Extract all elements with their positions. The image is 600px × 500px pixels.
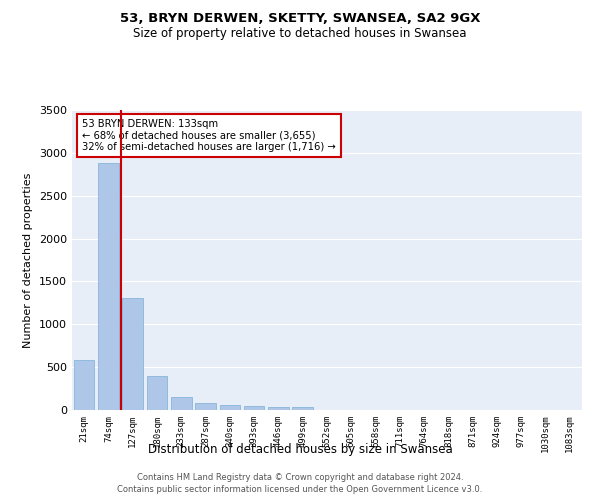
Bar bbox=[244, 406, 265, 410]
Bar bbox=[220, 406, 240, 410]
Text: 53, BRYN DERWEN, SKETTY, SWANSEA, SA2 9GX: 53, BRYN DERWEN, SKETTY, SWANSEA, SA2 9G… bbox=[120, 12, 480, 26]
Bar bbox=[74, 360, 94, 410]
Y-axis label: Number of detached properties: Number of detached properties bbox=[23, 172, 34, 348]
Bar bbox=[292, 408, 313, 410]
Bar bbox=[268, 406, 289, 410]
Text: Contains HM Land Registry data © Crown copyright and database right 2024.: Contains HM Land Registry data © Crown c… bbox=[137, 472, 463, 482]
Bar bbox=[122, 298, 143, 410]
Bar bbox=[98, 163, 119, 410]
Bar bbox=[195, 403, 216, 410]
Text: 53 BRYN DERWEN: 133sqm
← 68% of detached houses are smaller (3,655)
32% of semi-: 53 BRYN DERWEN: 133sqm ← 68% of detached… bbox=[82, 119, 336, 152]
Text: Distribution of detached houses by size in Swansea: Distribution of detached houses by size … bbox=[148, 442, 452, 456]
Text: Contains public sector information licensed under the Open Government Licence v3: Contains public sector information licen… bbox=[118, 485, 482, 494]
Text: Size of property relative to detached houses in Swansea: Size of property relative to detached ho… bbox=[133, 28, 467, 40]
Bar bbox=[146, 376, 167, 410]
Bar bbox=[171, 396, 191, 410]
